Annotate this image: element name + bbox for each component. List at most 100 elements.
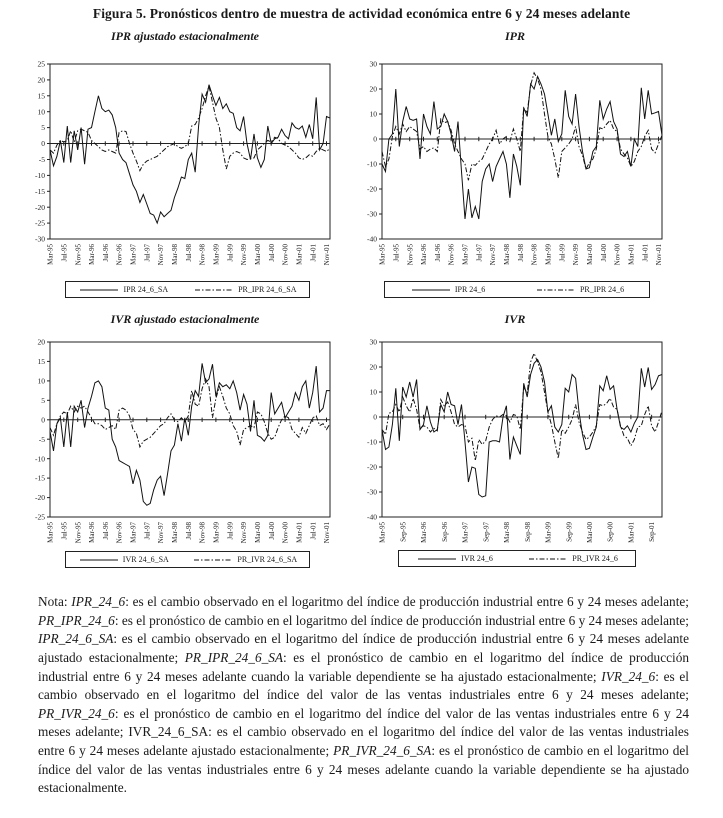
svg-text:Nov-00: Nov-00 (282, 522, 290, 544)
svg-text:Mar-01: Mar-01 (628, 522, 636, 543)
svg-text:Nov-96: Nov-96 (448, 244, 456, 266)
svg-text:Jul-97: Jul-97 (143, 522, 151, 540)
legend-line-sample (536, 289, 575, 290)
legend-line-sample (194, 559, 233, 560)
svg-text:Jul-98: Jul-98 (185, 522, 193, 540)
svg-text:Mar-95: Mar-95 (379, 244, 387, 265)
svg-text:-25: -25 (35, 513, 45, 522)
svg-text:0: 0 (41, 139, 45, 148)
svg-text:20: 20 (370, 363, 378, 372)
svg-text:Mar-97: Mar-97 (130, 244, 138, 265)
svg-text:-30: -30 (367, 210, 377, 219)
svg-text:Mar-99: Mar-99 (213, 244, 221, 265)
chart-ivr-legend: IVR 24_6 PR_IVR 24_6 (398, 550, 636, 567)
svg-text:0: 0 (373, 413, 377, 422)
svg-text:30: 30 (370, 338, 378, 347)
svg-text:Mar-00: Mar-00 (586, 244, 594, 265)
svg-text:Jul-96: Jul-96 (102, 522, 110, 540)
chart-title-ipr-sa: IPR ajustado estacionalmente (110, 29, 259, 43)
svg-text:Nov-99: Nov-99 (240, 522, 248, 544)
svg-text:-40: -40 (367, 513, 377, 522)
svg-text:-5: -5 (39, 155, 45, 164)
svg-text:Nov-98: Nov-98 (531, 244, 539, 266)
svg-text:Nov-98: Nov-98 (199, 244, 207, 266)
svg-text:Mar-98: Mar-98 (171, 522, 179, 543)
svg-text:Mar-00: Mar-00 (254, 522, 262, 543)
svg-text:Mar-98: Mar-98 (503, 522, 511, 543)
svg-text:5: 5 (41, 123, 45, 132)
chart-title-ivr: IVR (504, 312, 526, 326)
svg-text:Mar-95: Mar-95 (47, 522, 55, 543)
svg-text:-25: -25 (35, 219, 45, 228)
svg-text:Nov-95: Nov-95 (74, 522, 82, 544)
legend-label: PR_IPR 24_6_SA (238, 285, 297, 294)
legend-item: IVR 24_6_SA (78, 555, 169, 564)
svg-text:Sep-98: Sep-98 (524, 522, 532, 542)
svg-text:10: 10 (370, 110, 378, 119)
chart-ipr-legend: IPR 24_6 PR_IPR 24_6 (384, 281, 650, 298)
svg-text:Jul-96: Jul-96 (434, 244, 442, 262)
svg-text:20: 20 (38, 76, 46, 85)
svg-text:Nov-96: Nov-96 (116, 522, 124, 544)
legend-label: PR_IVR 24_6_SA (237, 555, 298, 564)
svg-text:Sep-97: Sep-97 (482, 522, 490, 542)
svg-text:30: 30 (370, 60, 378, 69)
svg-text:-30: -30 (367, 488, 377, 497)
chart-ipr-sa-legend: IPR 24_6_SA PR_IPR 24_6_SA (65, 281, 310, 298)
svg-text:Jul-00: Jul-00 (600, 244, 608, 262)
svg-text:Jul-00: Jul-00 (268, 244, 276, 262)
svg-text:Jul-01: Jul-01 (641, 244, 649, 262)
svg-text:Jul-98: Jul-98 (185, 244, 193, 262)
svg-text:Nov-01: Nov-01 (323, 244, 331, 266)
svg-text:20: 20 (370, 85, 378, 94)
legend-line-sample (418, 558, 457, 559)
svg-text:Mar-00: Mar-00 (586, 522, 594, 543)
figure-note: Nota: IPR_24_6: es el cambio observado e… (38, 594, 690, 796)
legend-label: IPR 24_6_SA (123, 285, 169, 294)
svg-text:Jul-95: Jul-95 (60, 244, 68, 262)
figure-title: Figura 5. Pronósticos dentro de muestra … (92, 6, 631, 21)
svg-text:Mar-00: Mar-00 (254, 244, 262, 265)
svg-text:Jul-00: Jul-00 (268, 522, 276, 540)
svg-text:Jul-96: Jul-96 (102, 244, 110, 262)
svg-text:Mar-98: Mar-98 (503, 244, 511, 265)
svg-text:Jul-97: Jul-97 (143, 244, 151, 262)
svg-text:Mar-96: Mar-96 (88, 522, 96, 543)
svg-text:15: 15 (38, 91, 46, 100)
svg-text:Mar-99: Mar-99 (213, 522, 221, 543)
svg-text:Nov-00: Nov-00 (282, 244, 290, 266)
svg-text:0: 0 (41, 415, 45, 424)
legend-item: PR_IPR 24_6_SA (193, 285, 297, 294)
svg-text:Mar-98: Mar-98 (171, 244, 179, 265)
legend-line-sample (79, 559, 118, 560)
svg-text:Nov-01: Nov-01 (323, 522, 331, 544)
legend-item: PR_IVR 24_6_SA (192, 555, 297, 564)
svg-text:Jul-97: Jul-97 (475, 244, 483, 262)
svg-text:-40: -40 (367, 235, 377, 244)
svg-text:Jul-98: Jul-98 (517, 244, 525, 262)
legend-item: PR_IPR 24_6 (535, 285, 624, 294)
svg-text:Mar-97: Mar-97 (462, 244, 470, 265)
legend-item: PR_IVR 24_6 (527, 554, 618, 563)
svg-text:-10: -10 (35, 171, 45, 180)
svg-text:-30: -30 (35, 235, 45, 244)
svg-text:Mar-96: Mar-96 (420, 522, 428, 543)
svg-text:Nov-97: Nov-97 (157, 244, 165, 266)
svg-text:Nov-99: Nov-99 (572, 244, 580, 266)
svg-text:Mar-01: Mar-01 (296, 522, 304, 543)
svg-text:5: 5 (41, 396, 45, 405)
svg-text:10: 10 (38, 377, 46, 386)
svg-text:Sep-95: Sep-95 (399, 522, 407, 542)
svg-text:0: 0 (373, 135, 377, 144)
svg-text:15: 15 (38, 357, 46, 366)
svg-text:Mar-01: Mar-01 (296, 244, 304, 265)
chart-title-ipr: IPR (504, 29, 525, 43)
svg-text:-10: -10 (35, 454, 45, 463)
svg-text:Mar-95: Mar-95 (47, 244, 55, 265)
legend-line-sample (195, 289, 234, 290)
svg-text:Nov-96: Nov-96 (116, 244, 124, 266)
svg-text:Sep-00: Sep-00 (607, 522, 615, 542)
